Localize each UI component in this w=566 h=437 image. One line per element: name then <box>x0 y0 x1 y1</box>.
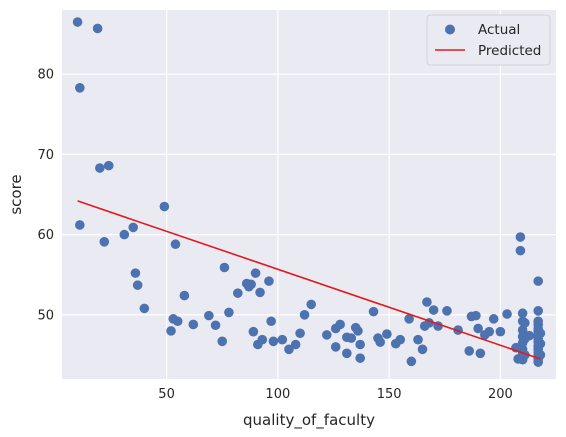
x-tick-label: 200 <box>488 387 513 402</box>
data-point <box>535 338 546 349</box>
data-point <box>335 319 345 330</box>
data-point <box>417 344 428 355</box>
y-axis-label: score <box>7 174 25 214</box>
data-point <box>495 326 506 337</box>
data-point <box>210 320 221 331</box>
data-point <box>475 348 486 359</box>
data-point <box>422 297 432 307</box>
x-tick-label: 100 <box>265 387 290 402</box>
data-point <box>382 329 392 339</box>
data-point <box>246 279 256 290</box>
data-point <box>346 333 357 343</box>
data-point <box>533 357 543 367</box>
legend-marker-actual <box>445 24 455 35</box>
data-point <box>99 237 110 247</box>
data-point <box>488 314 499 324</box>
data-point <box>322 330 332 340</box>
data-point <box>471 310 481 321</box>
data-point <box>524 330 535 341</box>
data-point <box>306 299 317 310</box>
grid-lines <box>62 10 556 379</box>
data-point <box>464 346 475 356</box>
y-tick-label: 80 <box>37 68 54 83</box>
data-point <box>264 276 274 286</box>
x-axis-label: quality_of_faculty <box>243 411 375 430</box>
data-point <box>290 339 301 350</box>
data-point <box>75 220 85 230</box>
data-point <box>248 326 259 337</box>
data-point <box>179 290 190 301</box>
data-point <box>342 348 352 359</box>
data-point <box>232 288 243 298</box>
data-point <box>224 307 234 318</box>
data-point <box>355 353 365 363</box>
data-point <box>520 318 530 328</box>
data-point <box>75 83 85 93</box>
legend-box <box>426 14 551 66</box>
data-point <box>353 326 363 336</box>
data-point <box>188 319 199 330</box>
data-point <box>395 334 406 345</box>
data-point <box>428 305 439 315</box>
data-point <box>139 303 150 314</box>
legend-label-actual: Actual <box>478 22 520 38</box>
data-point <box>204 310 214 321</box>
y-tick-label: 70 <box>37 148 54 163</box>
data-point <box>533 306 543 316</box>
data-point <box>515 245 526 256</box>
legend: Actual Predicted <box>426 14 551 66</box>
x-tick-label: 150 <box>377 387 402 402</box>
data-point <box>406 356 417 367</box>
data-point <box>375 337 386 347</box>
data-point <box>473 323 483 334</box>
data-point <box>266 316 276 327</box>
x-tick-labels: 50 100 150 200 <box>158 387 512 402</box>
data-point <box>515 232 526 242</box>
data-point <box>284 344 294 355</box>
data-point <box>404 314 414 324</box>
data-point <box>257 334 268 345</box>
data-point <box>535 328 546 339</box>
legend-label-predicted: Predicted <box>478 43 541 59</box>
data-point <box>119 229 130 240</box>
data-point <box>172 316 183 327</box>
y-tick-label: 50 <box>37 308 54 323</box>
data-point <box>250 268 261 278</box>
data-point <box>95 163 105 173</box>
data-point <box>103 160 114 171</box>
data-point <box>295 328 305 339</box>
y-tick-label: 60 <box>37 228 54 243</box>
data-point <box>533 276 543 286</box>
data-point <box>368 306 379 317</box>
predicted-line-segment <box>77 200 541 360</box>
prediction-line <box>77 200 541 360</box>
data-point <box>255 287 265 298</box>
data-point <box>130 268 141 278</box>
data-point <box>484 326 495 337</box>
data-point <box>217 336 228 347</box>
x-tick-label: 50 <box>158 387 175 402</box>
data-point <box>277 334 288 345</box>
data-point <box>166 326 176 336</box>
data-point <box>132 280 143 290</box>
data-point <box>170 239 181 250</box>
data-point <box>355 339 365 350</box>
y-tick-labels: 50 60 70 80 <box>37 68 54 324</box>
data-point <box>442 306 452 316</box>
data-point <box>72 17 83 27</box>
data-point <box>299 310 310 320</box>
data-point <box>128 222 139 233</box>
data-point <box>413 334 423 345</box>
data-point <box>219 262 230 273</box>
data-point <box>268 336 279 347</box>
data-point <box>159 201 170 212</box>
data-point <box>92 23 103 34</box>
data-point <box>330 342 341 352</box>
data-point <box>502 309 512 319</box>
data-point <box>517 308 528 319</box>
